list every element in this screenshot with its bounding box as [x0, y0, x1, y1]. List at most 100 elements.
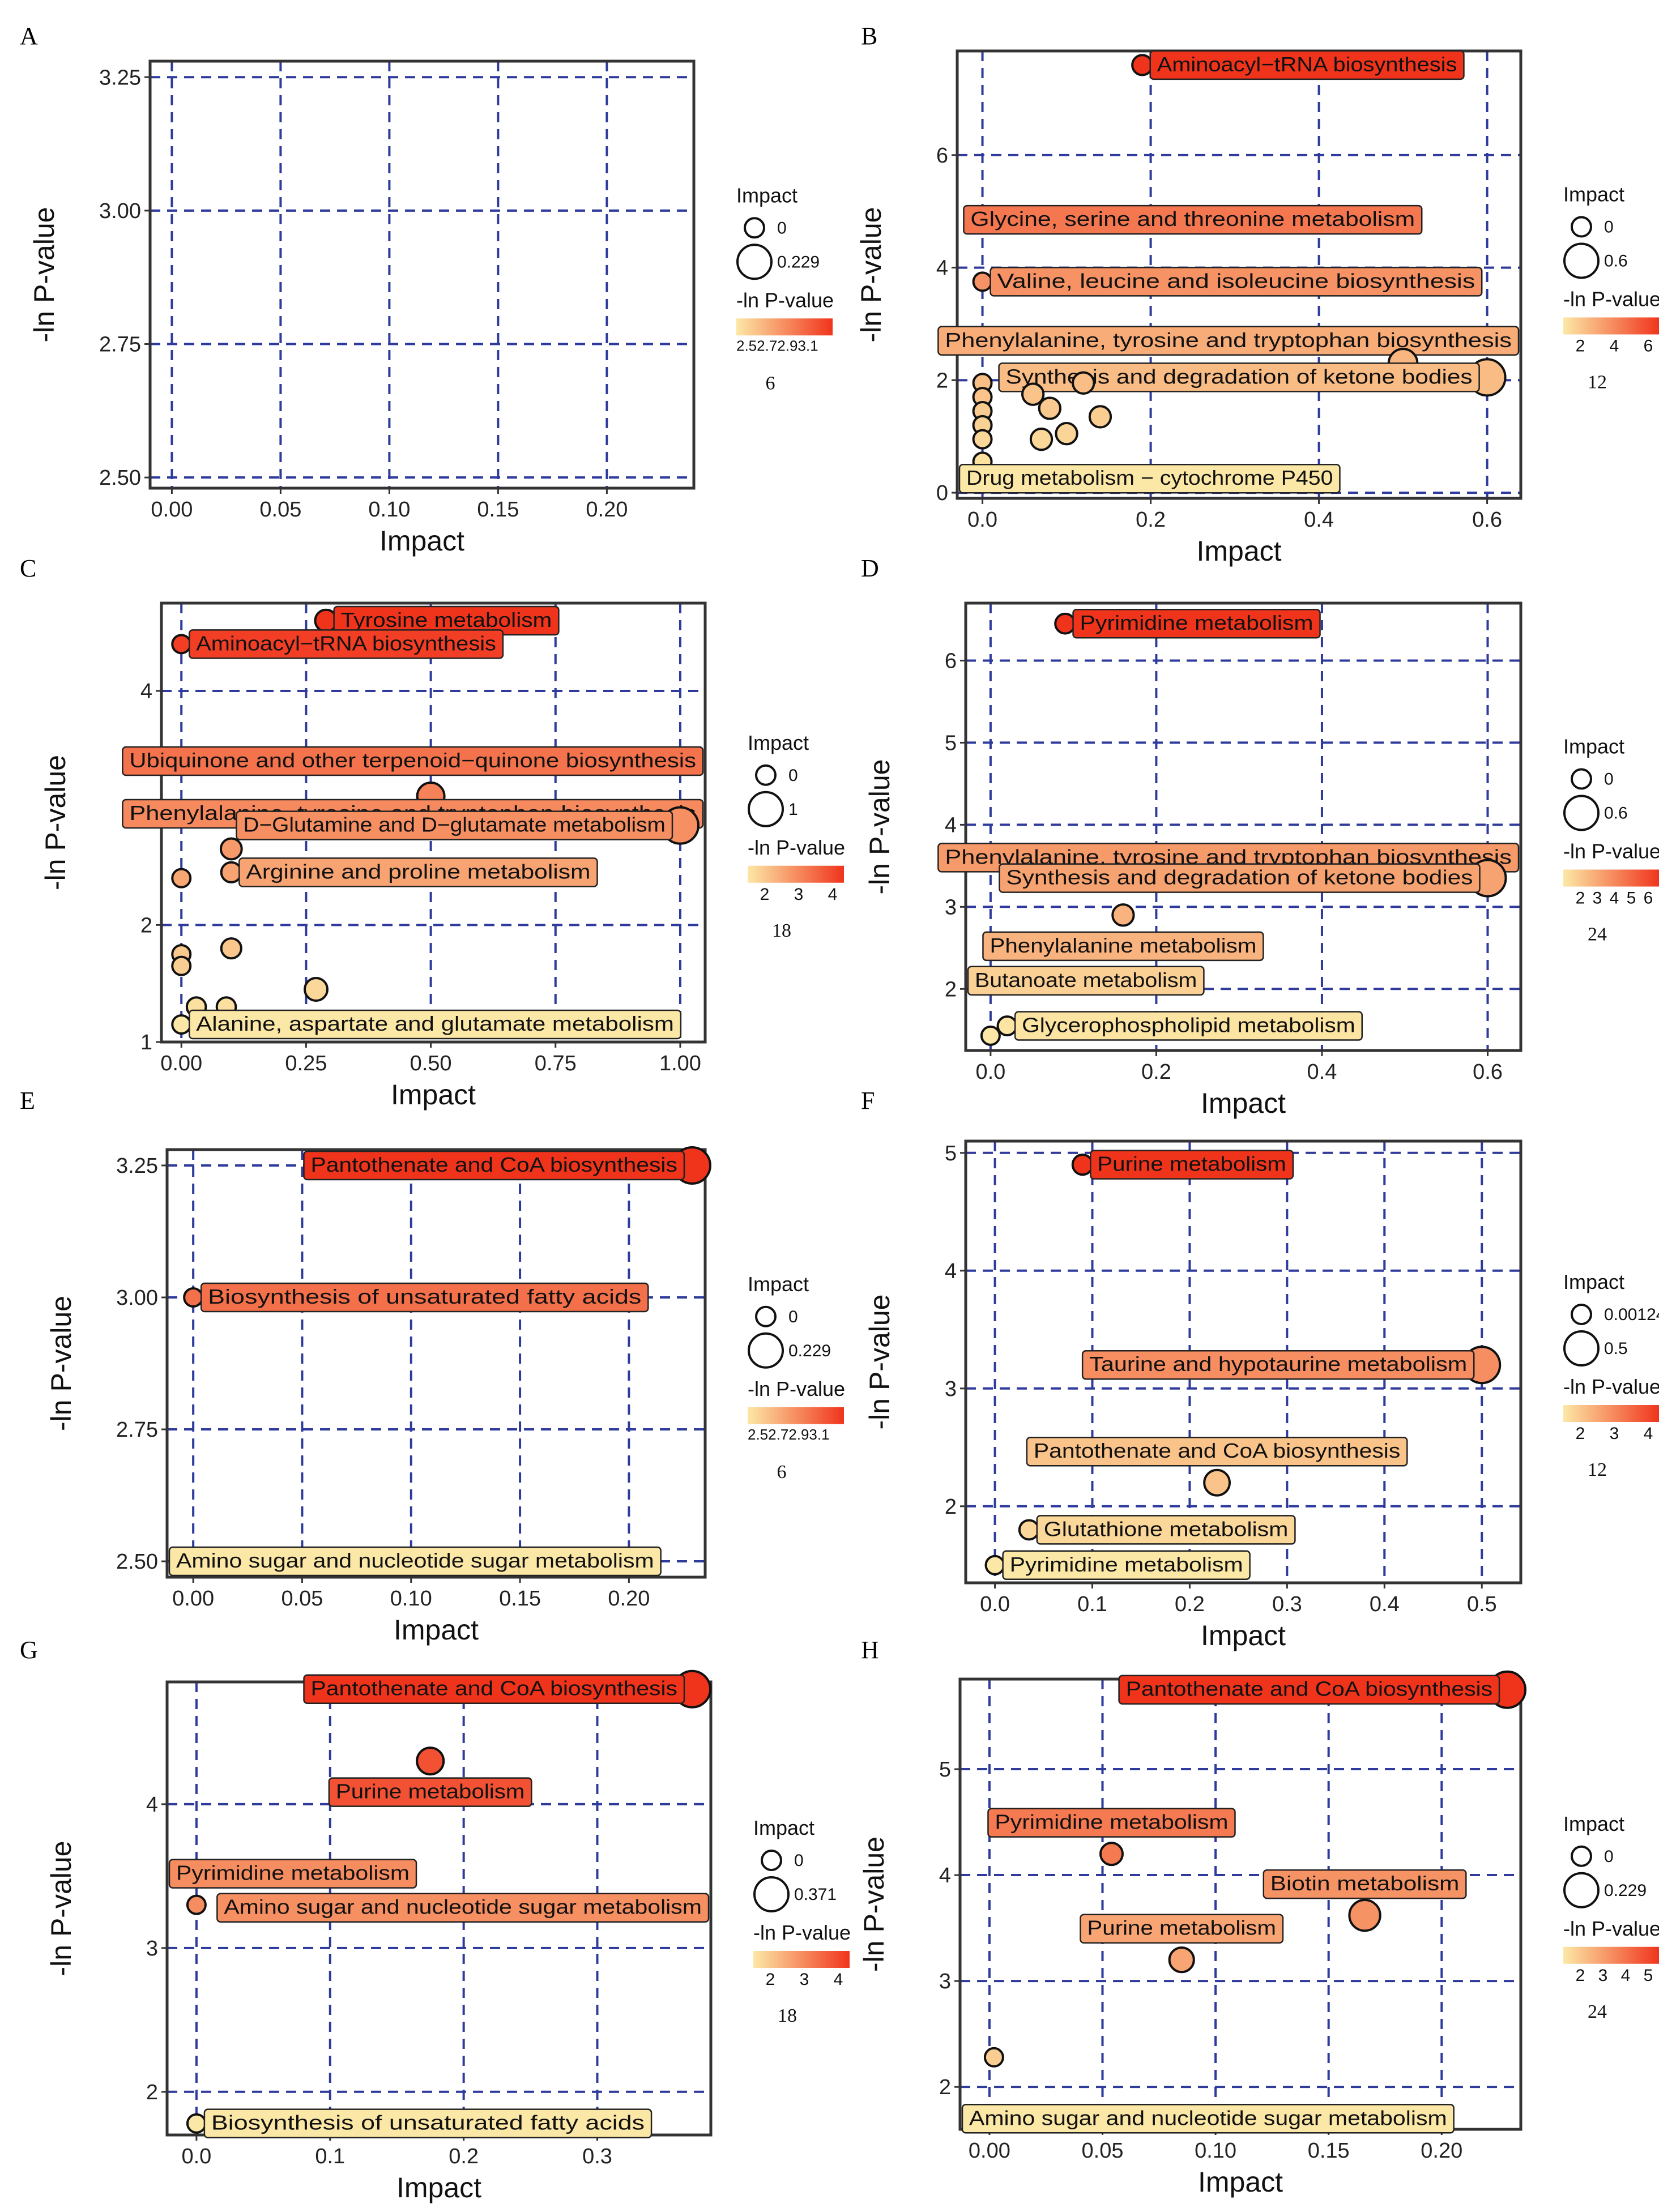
x-tick-label: 0.2	[1141, 1060, 1171, 1084]
point-label: Pyrimidine metabolism	[1080, 611, 1313, 634]
point-label-box	[999, 863, 1481, 893]
panel-letter: E	[20, 1087, 35, 1114]
color-legend-title: -ln P-value	[1563, 1375, 1659, 1398]
point-label-box	[236, 810, 673, 840]
point-label: Phenylalanine, tyrosine and tryptophan b…	[945, 328, 1512, 352]
point-label: Glutathione metabolism	[1044, 1517, 1289, 1540]
color-legend-bar	[1563, 317, 1659, 335]
size-legend-large	[748, 1332, 784, 1369]
point-label-box	[188, 629, 504, 659]
point-label: Biotin metabolism	[1270, 1872, 1460, 1895]
color-legend-tick: 2	[1576, 889, 1585, 908]
legend: Impact 0 1 -ln P-value 2 3 4 18	[748, 731, 845, 941]
color-legend-title: -ln P-value	[753, 1921, 851, 1944]
x-tick-label: 0.15	[477, 498, 519, 522]
point-label-box	[1081, 1350, 1475, 1380]
data-point	[416, 1746, 445, 1776]
size-legend-label: 0	[794, 1851, 804, 1870]
color-legend-title: -ln P-value	[1563, 288, 1659, 311]
x-tick-label: 0.15	[499, 1587, 541, 1611]
point-label-box	[982, 931, 1264, 962]
point-label: Purine metabolism	[1087, 1916, 1276, 1940]
panel-b: B 0.0 0.2 0.4 0.6 0 2 4 6 Impact -ln P-value Aminoa…	[855, 22, 1659, 567]
color-legend-tick: 5	[1644, 1966, 1653, 1985]
point-label: Pyrimidine metabolism	[995, 1810, 1228, 1834]
y-tick-label: 3.00	[116, 1286, 158, 1310]
legend-number: 12	[1588, 372, 1607, 393]
panel-letter: C	[20, 554, 36, 582]
data-point	[1029, 427, 1054, 451]
data-point	[1099, 1842, 1124, 1867]
size-legend-label: 0	[788, 766, 798, 785]
legend: Impact 0 0.229 -ln P-value 2.52.72.93.1 6	[748, 1272, 845, 1483]
point-label-box	[987, 1808, 1236, 1838]
x-axis-title: Impact	[1198, 2166, 1283, 2198]
data-point	[1072, 371, 1095, 395]
legend: Impact 0 0.229 -ln P-value 2 3 4 5 24	[1563, 1812, 1659, 2022]
x-tick-label: 0.10	[1195, 2139, 1236, 2163]
point-label-box	[961, 2104, 1455, 2134]
color-legend-title: -ln P-value	[748, 1377, 845, 1400]
size-legend-large	[748, 791, 784, 827]
size-legend-small	[755, 764, 777, 786]
size-legend-title: Impact	[1563, 735, 1624, 758]
point-label-box	[967, 966, 1205, 996]
x-tick-label: 0.20	[586, 498, 628, 522]
y-tick-label: 4	[945, 813, 957, 837]
data-point	[983, 2047, 1004, 2068]
size-legend-large	[1563, 795, 1600, 831]
data-point	[972, 429, 993, 450]
color-legend-tick: 3	[1598, 1966, 1608, 1985]
point-label: Amino sugar and nucleotide sugar metabol…	[969, 2106, 1447, 2129]
size-legend-large	[1563, 242, 1600, 279]
color-legend-tick: 2	[1576, 337, 1585, 356]
y-tick-label: 4	[140, 680, 152, 703]
data-point	[1018, 1519, 1040, 1541]
y-axis-title: -ln P-value	[45, 1296, 77, 1431]
point-label-box	[216, 1893, 710, 1923]
size-legend-label: 0	[1604, 218, 1614, 237]
x-tick-label: 0.25	[285, 1052, 327, 1075]
panel-letter: A	[20, 22, 38, 50]
y-tick-label: 4	[146, 1793, 158, 1817]
point-label: Purine metabolism	[1097, 1152, 1286, 1176]
point-label: Amino sugar and nucleotide sugar metabol…	[176, 1549, 654, 1572]
color-legend-title: -ln P-value	[736, 288, 834, 311]
x-axis-title: Impact	[1196, 535, 1281, 567]
y-tick-label: 3.25	[99, 66, 141, 89]
y-tick-label: 0	[936, 481, 948, 505]
point-label-box	[200, 1282, 649, 1313]
panel-f: F 0.0 0.1 0.2 0.3 0.4 0.5 2 3 4 5 Impact -ln P-value…	[861, 1087, 1659, 1651]
y-tick-label: 2	[146, 2081, 158, 2104]
point-label-box	[1014, 1011, 1363, 1041]
color-legend-tick: 3	[1610, 1424, 1619, 1443]
color-legend-tick: 6	[1644, 889, 1653, 908]
y-tick-label: 6	[936, 144, 948, 168]
point-label-box	[1149, 50, 1465, 80]
data-point	[171, 1014, 192, 1035]
x-axis-title: Impact	[1201, 1087, 1286, 1119]
point-label: Taurine and hypotaurine metabolism	[1089, 1352, 1467, 1376]
color-legend-tick: 6	[1644, 337, 1653, 356]
color-legend-title: -ln P-value	[1563, 1917, 1659, 1940]
x-tick-label: 0.0	[980, 1592, 1010, 1616]
data-point	[1021, 382, 1045, 406]
y-axis-title: -ln P-value	[40, 755, 71, 890]
x-tick-label: 0.3	[582, 2145, 612, 2168]
size-legend-label: 0	[1604, 770, 1614, 789]
y-tick-label: 3.00	[99, 199, 141, 223]
point-label-box	[937, 326, 1520, 356]
color-legend-bar	[1563, 1405, 1659, 1422]
panel-e: E 0.00 0.05 0.10 0.15 0.20 2.50 2.75 3.00 3.25 Imp…	[20, 1087, 845, 1646]
y-tick-label: 2.75	[116, 1418, 158, 1442]
y-axis-title: -ln P-value	[45, 1841, 77, 1976]
size-legend-label: 1	[788, 800, 798, 819]
x-tick-label: 0.2	[1175, 1592, 1205, 1616]
x-tick-label: 0.5	[1467, 1592, 1497, 1616]
size-legend-small	[744, 217, 765, 239]
color-legend-title: -ln P-value	[1563, 840, 1659, 863]
color-legend-tick: 2.52.72.93.1	[748, 1426, 830, 1443]
plot-frame	[964, 601, 1522, 1052]
y-axis-title: -ln P-value	[864, 1295, 895, 1430]
